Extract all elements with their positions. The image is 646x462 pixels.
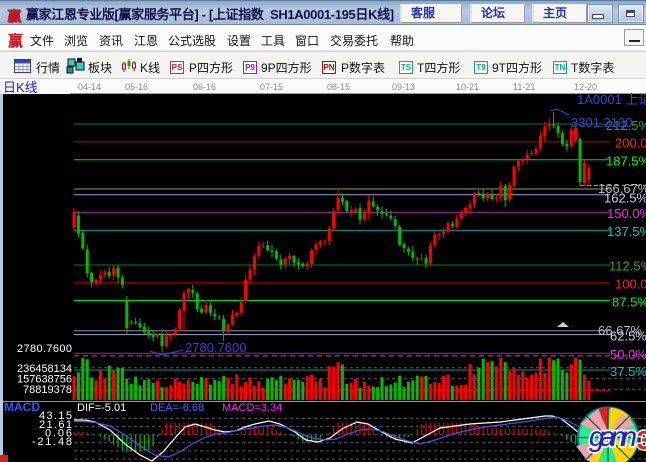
svg-text:DEA=-6.68: DEA=-6.68: [150, 402, 204, 414]
svg-text:78819378: 78819378: [23, 384, 72, 396]
svg-text:87.5%: 87.5%: [612, 295, 646, 310]
svg-text:1A0001 上证指: 1A0001 上证指: [577, 92, 646, 107]
svg-text:07-15: 07-15: [260, 82, 283, 92]
svg-text:11-21: 11-21: [513, 82, 535, 92]
svg-text:05-16: 05-16: [125, 82, 148, 92]
svg-text:137.5%: 137.5%: [607, 224, 646, 239]
svg-text:2780.7600: 2780.7600: [17, 343, 72, 355]
svg-text:12-20: 12-20: [574, 82, 597, 92]
svg-text:3: 3: [637, 425, 646, 455]
svg-text:10-21: 10-21: [456, 82, 479, 92]
svg-text:150.0%: 150.0%: [607, 206, 646, 221]
svg-text:gann: gann: [589, 421, 637, 452]
svg-text:2780.7600: 2780.7600: [185, 340, 246, 355]
svg-text:162.5%: 162.5%: [604, 191, 646, 206]
svg-text:MACD: MACD: [4, 400, 40, 414]
svg-text:100.0%: 100.0%: [615, 277, 646, 292]
svg-text:236458134: 236458134: [17, 363, 72, 375]
svg-text:21.61: 21.61: [39, 419, 72, 431]
svg-text:04-14: 04-14: [78, 82, 101, 92]
svg-text:日K线: 日K线: [3, 80, 38, 95]
svg-text:DIF=-5.01: DIF=-5.01: [77, 402, 126, 414]
svg-text:06-16: 06-16: [193, 82, 216, 92]
svg-text:09-13: 09-13: [392, 82, 415, 92]
svg-text:08-15: 08-15: [327, 82, 350, 92]
svg-text:3: 3: [637, 425, 646, 455]
svg-text:62.5%: 62.5%: [610, 329, 646, 344]
svg-text:43.15: 43.15: [39, 410, 72, 422]
svg-text:157638756: 157638756: [17, 374, 72, 386]
svg-text:50.0%: 50.0%: [610, 347, 646, 362]
svg-text:187.5%: 187.5%: [606, 154, 646, 169]
svg-text:MACD=3.34: MACD=3.34: [222, 402, 282, 414]
svg-text:gann: gann: [589, 421, 637, 452]
svg-text:112.5%: 112.5%: [609, 259, 646, 274]
svg-text:212.5%: 212.5%: [606, 118, 646, 133]
svg-text:66.67%: 66.67%: [598, 323, 643, 338]
svg-text:166.67%: 166.67%: [598, 181, 646, 196]
svg-text:3301.2100: 3301.2100: [571, 115, 632, 130]
svg-text:37.5%: 37.5%: [610, 364, 646, 379]
svg-text:200.0%: 200.0%: [615, 136, 646, 151]
